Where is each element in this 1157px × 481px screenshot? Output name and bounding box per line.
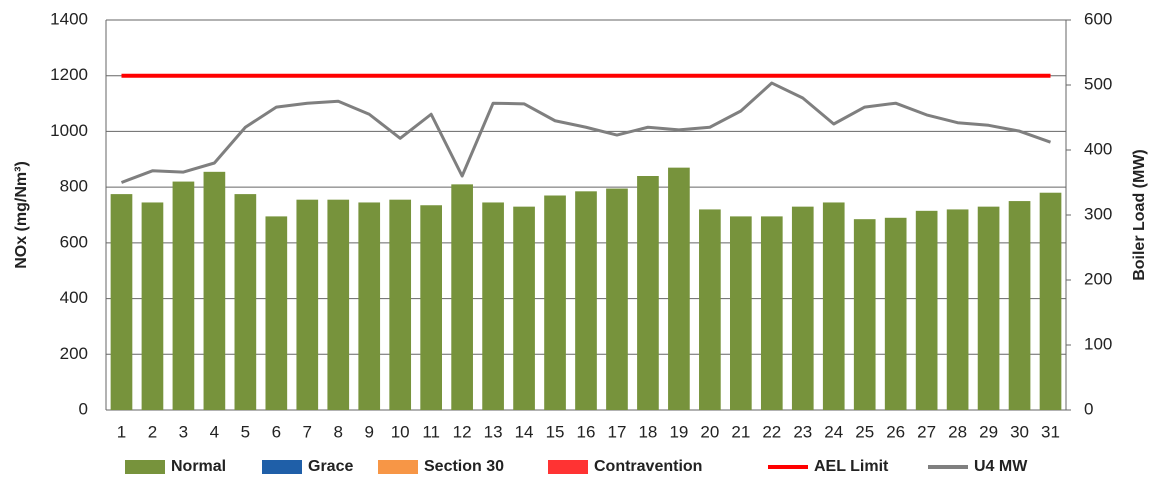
y-tick-label: 200 [60,344,88,363]
bar [946,209,969,410]
x-tick-label: 16 [577,422,596,441]
bar [977,206,1000,410]
bar [358,202,381,410]
line [120,81,1052,184]
x-tick-label: 26 [886,422,905,441]
x-tick-label: 7 [303,422,312,441]
y-tick-label: 1400 [50,9,88,28]
y-tick-label: 600 [60,232,88,251]
bar [265,216,288,410]
legend-swatch [378,460,418,474]
x-tick-label: 23 [793,422,812,441]
bar [884,217,907,410]
x-tick-label: 15 [546,422,565,441]
y-tick-label: 1000 [50,121,88,140]
x-tick-label: 4 [210,422,219,441]
y2-tick-label: 600 [1084,9,1112,28]
bar [1039,192,1062,410]
x-tick-label: 5 [241,422,250,441]
bar [730,216,752,410]
y-tick-label: 400 [60,288,88,307]
bar [203,171,226,410]
bar [110,194,133,410]
x-tick-label: 10 [391,422,410,441]
legend-swatch [125,460,165,474]
x-tick-label: 27 [917,422,936,441]
x-tick-label: 11 [422,422,440,441]
bar [296,199,319,410]
bar [420,205,442,410]
legend-label: Contravention [594,458,702,475]
x-tick-label: 30 [1010,422,1029,441]
bar [1008,201,1031,410]
x-tick-label: 14 [515,422,534,441]
bar [668,167,690,410]
x-tick-label: 21 [731,422,750,441]
y2-tick-label: 400 [1084,139,1112,158]
legend-swatch [262,460,302,474]
bar [791,206,814,410]
x-tick-label: 12 [453,422,472,441]
bar [513,206,535,410]
x-tick-label: 17 [608,422,627,441]
y2-axis-title: Boiler Load (MW) [1131,149,1148,281]
x-tick-label: 6 [272,422,281,441]
bar [853,219,876,410]
y2-tick-label: 300 [1084,204,1112,223]
bar [544,195,566,410]
bar [482,202,504,410]
x-tick-label: 2 [148,422,157,441]
bar [699,209,721,410]
bar [915,210,938,410]
y2-tick-label: 0 [1084,399,1093,418]
x-tick-label: 22 [762,422,781,441]
legend-label: U4 MW [974,458,1028,475]
bar [575,191,597,410]
x-tick-label: 9 [364,422,373,441]
x-tick-label: 18 [638,422,657,441]
y-tick-label: 800 [60,177,88,196]
bar [141,202,164,410]
x-tick-label: 19 [669,422,688,441]
bar [327,199,350,410]
x-tick-label: 1 [117,422,126,441]
x-tick-label: 24 [824,422,843,441]
bar [234,194,257,410]
bar [389,199,412,410]
x-tick-label: 20 [700,422,719,441]
bar [637,176,659,410]
x-tick-label: 31 [1041,422,1060,441]
legend-label: AEL Limit [814,458,889,475]
bar [172,181,195,410]
legend-swatch [548,460,588,474]
legend-label: Grace [308,458,353,475]
y2-tick-label: 100 [1084,334,1112,353]
y-tick-label: 0 [79,399,88,418]
y-tick-label: 1200 [50,65,88,84]
legend-label: Section 30 [424,458,504,475]
x-tick-label: 29 [979,422,998,441]
x-tick-label: 8 [334,422,343,441]
legend-label: Normal [171,458,226,475]
y-axis-title: NOx (mg/Nm³) [13,161,30,269]
x-tick-label: 25 [855,422,874,441]
y2-tick-label: 200 [1084,269,1112,288]
bar [606,188,628,410]
bar [822,202,845,410]
x-tick-label: 13 [484,422,503,441]
y2-tick-label: 500 [1084,74,1112,93]
x-tick-label: 3 [179,422,188,441]
bar [760,216,783,410]
bar [451,184,473,410]
x-tick-label: 28 [948,422,967,441]
